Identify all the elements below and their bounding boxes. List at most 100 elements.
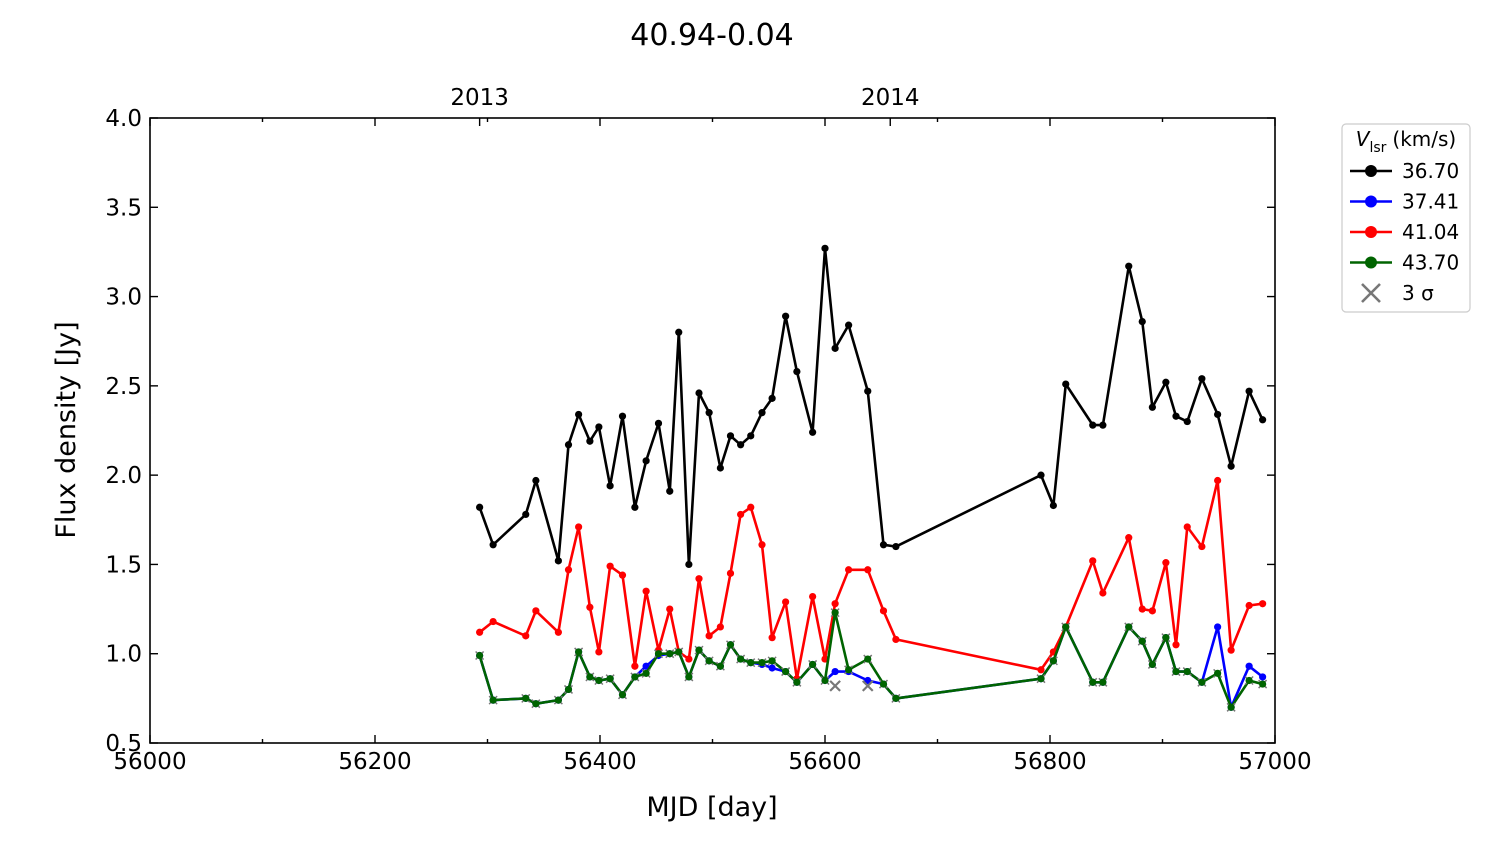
series-point bbox=[809, 428, 817, 436]
legend-title-sub: lsr bbox=[1369, 140, 1386, 156]
series-point bbox=[532, 476, 540, 485]
series-point bbox=[1037, 675, 1045, 683]
series-point bbox=[1148, 403, 1156, 411]
series-point bbox=[564, 685, 573, 694]
legend-marker-37.41 bbox=[1365, 195, 1377, 208]
series-point bbox=[1125, 262, 1133, 270]
y-tick-label: 2.0 bbox=[105, 463, 142, 489]
series-point bbox=[631, 503, 639, 511]
series-line-36.70 bbox=[478, 247, 1264, 566]
series-point bbox=[1037, 471, 1045, 479]
series-point bbox=[618, 691, 627, 699]
series-point bbox=[1162, 634, 1170, 642]
series-point bbox=[1089, 678, 1097, 686]
series-point bbox=[1214, 476, 1222, 485]
series-point bbox=[1062, 623, 1070, 631]
series-point bbox=[1162, 559, 1170, 567]
series-point bbox=[747, 503, 755, 511]
series-point bbox=[1227, 462, 1235, 470]
series-point bbox=[782, 598, 790, 606]
series-point bbox=[595, 423, 603, 431]
series-point bbox=[1062, 380, 1070, 388]
x-tick-label: 56800 bbox=[1013, 749, 1086, 775]
legend-marker-41.04 bbox=[1365, 226, 1377, 238]
chart-title: 40.94-0.04 bbox=[630, 18, 794, 53]
series-point bbox=[642, 662, 650, 670]
series-point bbox=[1183, 667, 1191, 676]
series-point bbox=[476, 651, 484, 660]
series-point bbox=[726, 641, 735, 649]
series-point bbox=[595, 648, 603, 656]
series-point bbox=[654, 419, 663, 427]
series-point bbox=[1172, 412, 1180, 420]
legend-title: Vlsr (km/s) bbox=[1356, 127, 1456, 156]
series-point bbox=[758, 541, 766, 549]
series-point bbox=[864, 566, 872, 574]
series-point bbox=[1037, 666, 1045, 674]
series-point bbox=[1172, 667, 1180, 676]
series-point bbox=[1259, 673, 1267, 681]
series-point bbox=[831, 667, 839, 676]
series-point bbox=[716, 662, 724, 670]
series-point bbox=[716, 464, 724, 472]
series-point bbox=[768, 634, 776, 642]
series-point bbox=[532, 700, 540, 708]
series-point bbox=[675, 648, 683, 656]
series-point bbox=[1099, 678, 1107, 686]
series-point bbox=[758, 659, 766, 667]
series-point bbox=[793, 367, 801, 376]
series-point bbox=[575, 410, 583, 419]
series-point bbox=[831, 600, 839, 608]
series-point bbox=[685, 655, 693, 663]
series-point bbox=[489, 696, 497, 704]
series-point bbox=[1245, 676, 1253, 685]
legend-title-unit: (km/s) bbox=[1392, 127, 1456, 151]
y-tick-label: 3.0 bbox=[105, 285, 142, 311]
legend-label-3-sigma: 3 σ bbox=[1402, 281, 1434, 305]
y-axis: 0.5 1.0 1.5 2.0 2.5 3.0 3.5 4.0 bbox=[105, 106, 1275, 757]
y-tick-label: 2.5 bbox=[105, 374, 142, 400]
series-point bbox=[695, 646, 703, 654]
series-point bbox=[1245, 387, 1253, 395]
series-point bbox=[618, 571, 627, 579]
top-tick-label: 2014 bbox=[861, 85, 920, 111]
legend-marker-3-sigma bbox=[1361, 283, 1381, 303]
three-sigma-marker bbox=[861, 680, 874, 692]
series-point bbox=[705, 657, 713, 665]
series-point bbox=[642, 669, 650, 677]
series-point bbox=[705, 409, 713, 417]
series-point bbox=[821, 676, 829, 685]
series-point bbox=[892, 694, 900, 702]
series-point bbox=[726, 569, 735, 577]
series-point bbox=[793, 678, 801, 686]
series-point bbox=[564, 566, 573, 574]
series-point bbox=[685, 673, 693, 681]
series-point bbox=[489, 617, 497, 626]
legend-title-main: V bbox=[1356, 127, 1371, 151]
series-point bbox=[554, 557, 562, 565]
y-axis-label: Flux density [Jy] bbox=[51, 321, 82, 538]
series-point bbox=[845, 566, 853, 574]
series-point bbox=[821, 244, 829, 252]
series-point bbox=[685, 560, 693, 569]
top-axis: 2013 2014 bbox=[450, 85, 920, 126]
y-tick-label: 4.0 bbox=[105, 106, 142, 132]
series-point bbox=[864, 387, 872, 395]
series-point bbox=[768, 394, 776, 402]
series-point bbox=[726, 432, 735, 440]
series-point bbox=[1259, 416, 1267, 424]
series-point bbox=[1049, 501, 1057, 510]
x-tick-label: 57000 bbox=[1238, 749, 1311, 775]
series-point bbox=[642, 587, 650, 595]
series-point bbox=[1259, 600, 1267, 608]
series-point bbox=[1227, 703, 1235, 711]
series-point bbox=[522, 510, 530, 519]
series-point bbox=[1148, 607, 1156, 615]
series-point bbox=[892, 542, 900, 551]
series-point bbox=[1089, 421, 1097, 429]
series-point bbox=[1089, 557, 1097, 565]
series-point bbox=[737, 441, 745, 449]
series-point bbox=[666, 487, 674, 495]
series-point bbox=[768, 657, 776, 665]
series-point bbox=[532, 607, 540, 615]
